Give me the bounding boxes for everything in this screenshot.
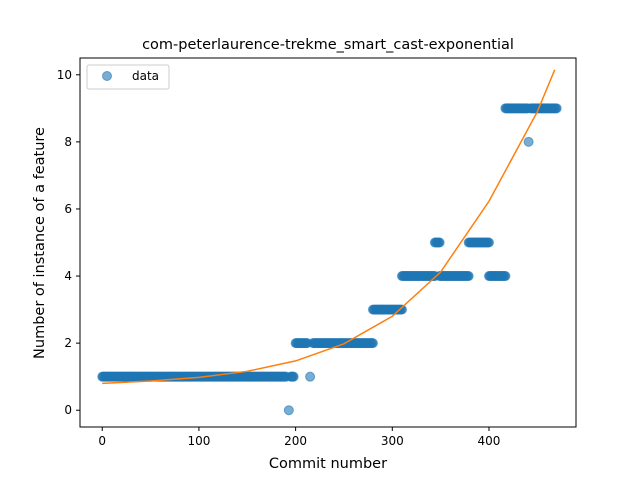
fit-curve [102, 69, 556, 385]
x-tick-label: 400 [478, 434, 501, 448]
legend-box [86, 64, 170, 90]
data-point [483, 237, 494, 248]
y-tick-label: 0 [64, 403, 72, 417]
tick-layer: 0 100 200 300 400 0 2 4 6 8 10 [57, 68, 501, 448]
chart-title: com-peterlaurence-trekme_smart_cast-expo… [142, 37, 514, 53]
data-point [500, 271, 511, 282]
legend-label-data: data [132, 69, 159, 83]
x-tick-label: 100 [187, 434, 210, 448]
data-point [283, 405, 294, 416]
x-tick-label: 300 [381, 434, 404, 448]
x-tick-label: 200 [284, 434, 307, 448]
data-point [434, 237, 445, 248]
x-axis-label: Commit number [269, 456, 387, 472]
data-point [305, 371, 316, 382]
legend: data [86, 64, 170, 90]
data-point [551, 103, 562, 114]
x-tick-label: 0 [98, 434, 106, 448]
data-point [523, 136, 534, 147]
data-point [288, 371, 299, 382]
legend-marker-data [102, 71, 112, 81]
y-tick-label: 10 [57, 68, 72, 82]
y-tick-label: 6 [64, 202, 72, 216]
data-point [367, 338, 378, 349]
y-tick-label: 2 [64, 336, 72, 350]
data-point [463, 271, 474, 282]
y-tick-label: 4 [64, 269, 72, 283]
data-point [396, 304, 407, 315]
y-axis-label: Number of instance of a feature [32, 127, 48, 359]
fit-layer [102, 69, 556, 385]
y-tick-label: 8 [64, 135, 72, 149]
plot-frame [79, 57, 577, 428]
